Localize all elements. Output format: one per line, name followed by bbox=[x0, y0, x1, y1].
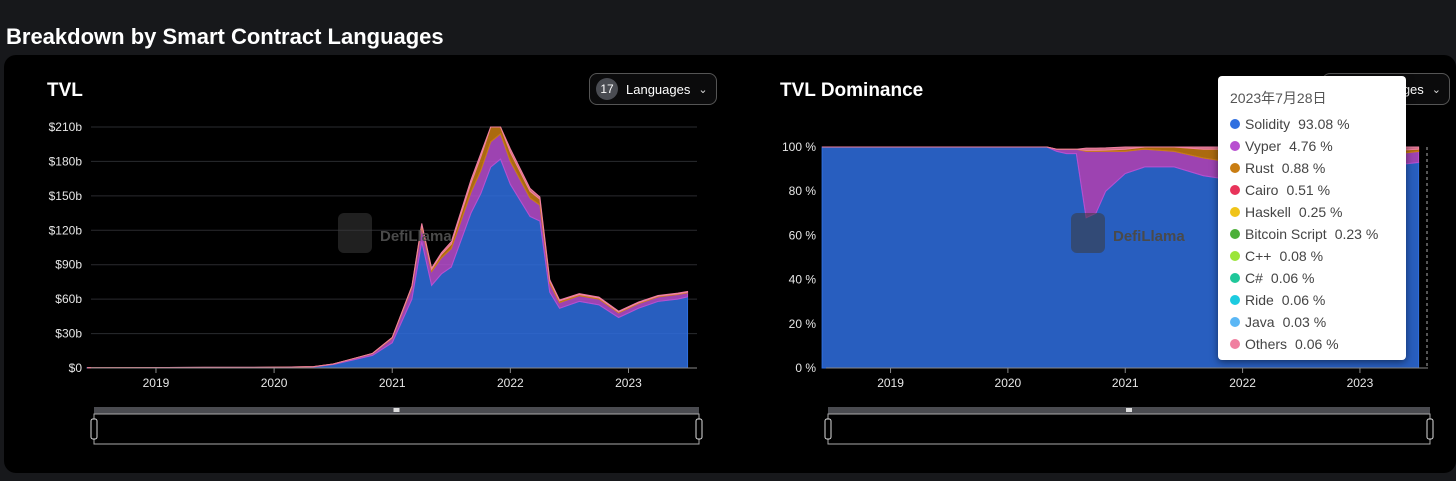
dominance-tooltip: 2023年7月28日 Solidity 93.08 % Vyper 4.76 % Rus… bbox=[1218, 76, 1406, 360]
tooltip-series-value: 4.76 % bbox=[1289, 138, 1333, 154]
tooltip-series-name: Java bbox=[1245, 314, 1275, 330]
legend-dot-icon bbox=[1230, 119, 1240, 129]
x-tick-label: 2020 bbox=[261, 376, 288, 390]
y-tick-label: 0 % bbox=[795, 361, 816, 375]
legend-dot-icon bbox=[1230, 207, 1240, 217]
dominance-chart-title: TVL Dominance bbox=[780, 80, 924, 101]
y-tick-label: $210b bbox=[49, 120, 83, 134]
x-tick-label: 2022 bbox=[1229, 376, 1256, 390]
x-tick-label: 2023 bbox=[1347, 376, 1374, 390]
zoom-slider-window bbox=[827, 413, 1431, 445]
legend-dot-icon bbox=[1230, 317, 1240, 327]
tooltip-series-value: 0.51 % bbox=[1286, 182, 1331, 198]
zoom-slider-handle[interactable] bbox=[824, 418, 832, 440]
watermark-text: DefiLlama bbox=[380, 228, 452, 245]
tooltip-row: C++ 0.08 % bbox=[1230, 245, 1394, 267]
tvl-chart-title: TVL bbox=[47, 80, 83, 101]
tooltip-row: Bitcoin Script 0.23 % bbox=[1230, 223, 1394, 245]
tooltip-series-name: Ride bbox=[1245, 292, 1274, 308]
tooltip-row: Others 0.06 % bbox=[1230, 333, 1394, 355]
area-series-others bbox=[87, 126, 689, 369]
x-tick-label: 2020 bbox=[995, 376, 1022, 390]
tooltip-series-name: Bitcoin Script bbox=[1245, 226, 1327, 242]
tooltip-series-name: Haskell bbox=[1245, 204, 1291, 220]
tooltip-series-name: Cairo bbox=[1245, 182, 1279, 198]
zoom-slider-grip-icon bbox=[393, 408, 400, 412]
y-tick-label: $120b bbox=[49, 223, 83, 237]
y-tick-label: $90b bbox=[55, 258, 82, 272]
y-tick-label: 80 % bbox=[789, 184, 817, 198]
y-tick-label: 40 % bbox=[789, 273, 817, 287]
llama-logo-icon bbox=[1071, 213, 1105, 253]
tooltip-row: Rust 0.88 % bbox=[1230, 157, 1394, 179]
legend-dot-icon bbox=[1230, 185, 1240, 195]
tooltip-series-name: Vyper bbox=[1245, 138, 1282, 154]
tooltip-series-value: 0.88 % bbox=[1281, 160, 1326, 176]
y-tick-label: 100 % bbox=[782, 140, 816, 154]
x-tick-label: 2023 bbox=[615, 376, 642, 390]
zoom-slider-handle[interactable] bbox=[1426, 418, 1434, 440]
tooltip-series-value: 0.08 % bbox=[1279, 248, 1324, 264]
area-series-solidity bbox=[86, 158, 689, 369]
y-tick-label: $60b bbox=[55, 292, 82, 306]
y-tick-label: $180b bbox=[49, 154, 83, 168]
chevron-down-icon: ⌄ bbox=[1431, 83, 1441, 96]
tooltip-series-value: 0.06 % bbox=[1281, 292, 1326, 308]
y-tick-label: $0 bbox=[69, 361, 83, 375]
tooltip-row: Vyper 4.76 % bbox=[1230, 135, 1394, 157]
tooltip-row: Haskell 0.25 % bbox=[1230, 201, 1394, 223]
tooltip-row: Java 0.03 % bbox=[1230, 311, 1394, 333]
x-tick-label: 2019 bbox=[143, 376, 170, 390]
tooltip-series-name: C# bbox=[1245, 270, 1263, 286]
llama-logo-icon bbox=[338, 213, 372, 253]
tooltip-series-value: 93.08 % bbox=[1298, 116, 1350, 132]
tooltip-series-value: 0.06 % bbox=[1270, 270, 1315, 286]
tooltip-row: Cairo 0.51 % bbox=[1230, 179, 1394, 201]
legend-dot-icon bbox=[1230, 251, 1240, 261]
x-tick-label: 2022 bbox=[497, 376, 524, 390]
section-title: Breakdown by Smart Contract Languages bbox=[6, 24, 444, 49]
tooltip-series-value: 0.25 % bbox=[1298, 204, 1343, 220]
watermark-text: DefiLlama bbox=[1113, 228, 1185, 245]
legend-dot-icon bbox=[1230, 273, 1240, 283]
x-tick-label: 2021 bbox=[379, 376, 406, 390]
tooltip-date: 2023年7月28日 bbox=[1230, 90, 1327, 106]
zoom-slider-grip-icon bbox=[1126, 408, 1132, 412]
legend-dot-icon bbox=[1230, 229, 1240, 239]
y-tick-label: $150b bbox=[49, 189, 83, 203]
zoom-slider-handle[interactable] bbox=[90, 418, 98, 440]
x-tick-label: 2019 bbox=[877, 376, 904, 390]
tooltip-row: Ride 0.06 % bbox=[1230, 289, 1394, 311]
zoom-slider-window bbox=[93, 413, 700, 445]
tooltip-series-name: Others bbox=[1245, 336, 1288, 352]
y-tick-label: 60 % bbox=[789, 228, 817, 242]
x-tick-label: 2021 bbox=[1112, 376, 1139, 390]
legend-dot-icon bbox=[1230, 163, 1240, 173]
zoom-slider-handle[interactable] bbox=[695, 418, 703, 440]
tooltip-series-value: 0.23 % bbox=[1334, 226, 1379, 242]
y-tick-label: 20 % bbox=[789, 317, 817, 331]
languages-count-badge: 17 bbox=[596, 78, 618, 100]
tooltip-series-value: 0.03 % bbox=[1282, 314, 1327, 330]
tooltip-series-name: C++ bbox=[1245, 248, 1272, 264]
tvl-languages-dropdown[interactable]: 17 Languages ⌄ bbox=[589, 73, 717, 105]
y-tick-label: $30b bbox=[55, 327, 82, 341]
tooltip-row: C# 0.06 % bbox=[1230, 267, 1394, 289]
legend-dot-icon bbox=[1230, 141, 1240, 151]
tooltip-row: Solidity 93.08 % bbox=[1230, 113, 1394, 135]
legend-dot-icon bbox=[1230, 339, 1240, 349]
tooltip-series-name: Solidity bbox=[1245, 116, 1291, 132]
chevron-down-icon: ⌄ bbox=[698, 83, 708, 96]
tooltip-series-name: Rust bbox=[1245, 160, 1274, 176]
languages-label: Languages bbox=[626, 81, 691, 97]
legend-dot-icon bbox=[1230, 295, 1240, 305]
tooltip-series-value: 0.06 % bbox=[1295, 336, 1339, 352]
